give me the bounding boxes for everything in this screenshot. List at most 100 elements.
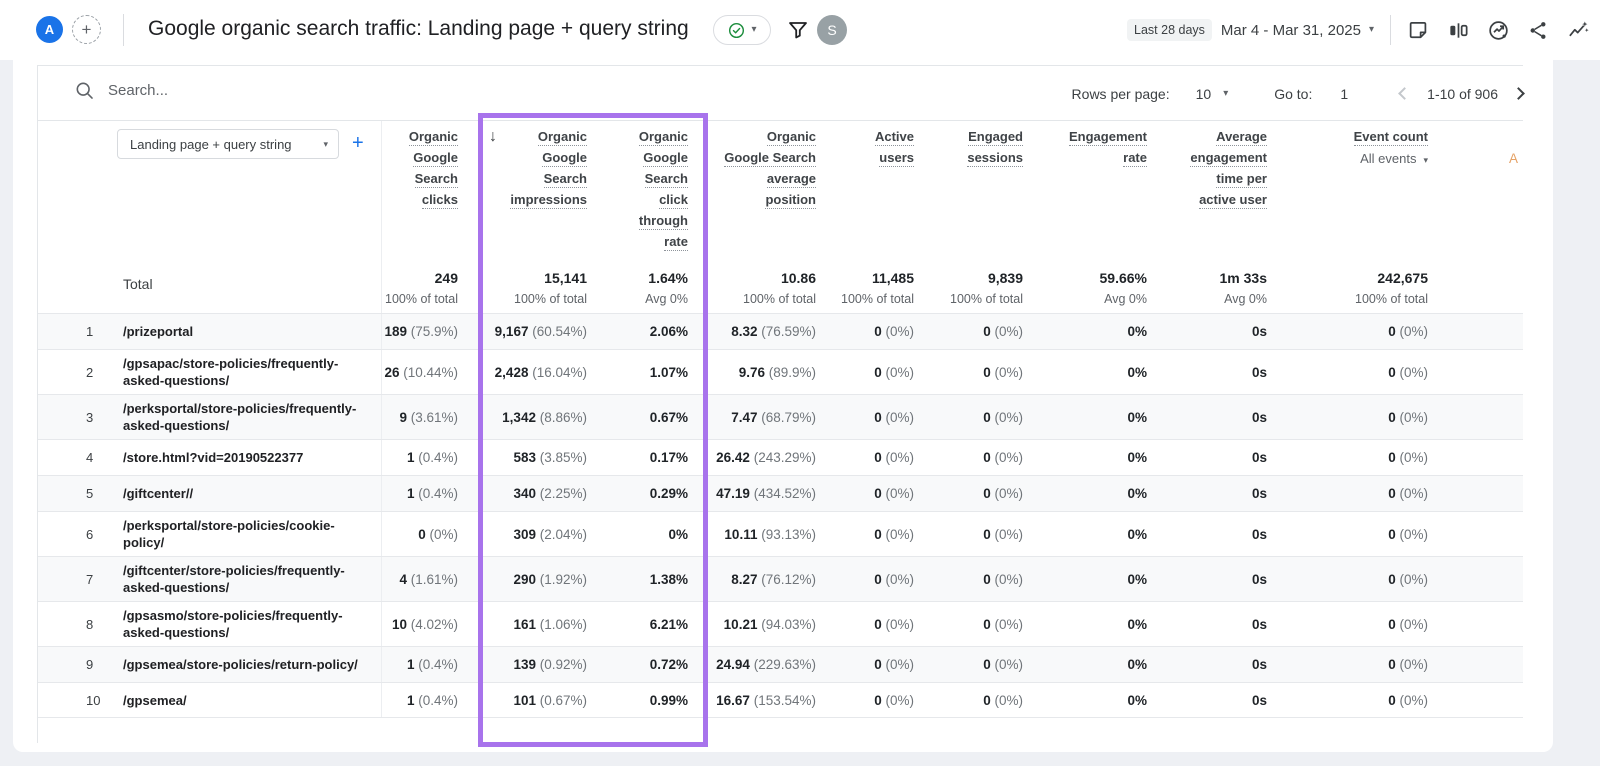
metric-percent: (0.4%) (414, 657, 458, 672)
metric-percent: (0%) (425, 526, 458, 542)
column-header-label: position (765, 192, 816, 209)
metric-value: 10.11 (724, 526, 758, 542)
metric-cell: 0 (0%) (1287, 446, 1448, 469)
metric-cell: 1 (0.4%) (381, 689, 478, 712)
table-row[interactable]: 10/gpsemea/1 (0.4%) 101 (0.67%) 0.99% 16.67… (38, 682, 1523, 718)
column-header-organic-google-search-average-position[interactable]: Organic Google Search average position (708, 121, 836, 259)
row-number: 3 (86, 409, 94, 425)
chevron-down-icon[interactable]: ▾ (1368, 24, 1374, 35)
ab-compare-icon[interactable] (1447, 19, 1470, 42)
metric-cell: 0 (0%) (836, 446, 934, 469)
metric-value: 16.67 (716, 692, 750, 708)
metric-value: 0% (1127, 324, 1147, 339)
metric-value: 0s (1251, 692, 1267, 708)
column-header-organic-google-search-click-through-rate[interactable]: Organic Google Search click through rate (607, 121, 708, 259)
chevron-down-icon[interactable]: ▾ (1223, 87, 1229, 99)
insights-icon[interactable] (1487, 19, 1510, 42)
metric-cell: 0s (1167, 653, 1287, 676)
column-header-label: impressions (510, 192, 587, 209)
column-header-organic-google-search-impressions[interactable]: ↓ Organic Google Search impressions (478, 121, 607, 259)
total-subtext: 100% of total (1355, 292, 1428, 306)
row-number: 9 (86, 657, 94, 672)
metric-cell: 0 (0%) (934, 406, 1043, 429)
total-value: 10.86 (780, 270, 816, 286)
add-dimension-button[interactable]: + (352, 132, 364, 154)
metric-value: 1 (406, 450, 415, 465)
column-header-label: Event count (1353, 129, 1428, 146)
dimension-selector[interactable]: Landing page + query string ▾ (117, 129, 339, 159)
total-subtext: Avg 0% (1224, 292, 1267, 306)
date-range-label[interactable]: Mar 4 - Mar 31, 2025 (1220, 21, 1361, 39)
table-row[interactable]: 8/gpsasmo/store-policies/frequently-aske… (38, 601, 1523, 646)
add-workspace-button[interactable]: + (72, 15, 101, 44)
metric-value: 0 (1388, 409, 1396, 425)
table-row[interactable]: 3/perksportal/store-policies/frequently-… (38, 394, 1523, 439)
filter-button[interactable] (786, 18, 810, 42)
page-title: Google organic search traffic: Landing p… (148, 17, 689, 40)
column-header-event-count[interactable]: Event count All events ▾ (1287, 121, 1448, 259)
table-row[interactable]: 6/perksportal/store-policies/cookie-poli… (38, 511, 1523, 556)
metric-value: 0 (874, 616, 882, 632)
metric-percent: (0%) (881, 324, 914, 339)
table-body: 1/prizeportal 189 (75.9%) 9,167 (60.54%) 2.… (38, 313, 1523, 718)
share-icon[interactable] (1527, 19, 1550, 42)
metric-cell: 0% (607, 523, 708, 546)
metric-percent: (0%) (1395, 364, 1428, 380)
sparkline-insights-icon[interactable] (1567, 19, 1590, 42)
metric-cell: 0.29% (607, 482, 708, 505)
metric-percent: (93.13%) (757, 526, 816, 542)
metric-percent: (94.03%) (757, 616, 816, 632)
metric-value: 0.99% (649, 692, 688, 708)
table-row[interactable]: 4/store.html?vid=20190522377 1 (0.4%) 583 … (38, 439, 1523, 475)
metric-value: 0% (1127, 616, 1147, 632)
metric-value: 0 (874, 324, 882, 339)
metric-value: 0% (1127, 692, 1147, 708)
rows-per-page-label: Rows per page: (1071, 85, 1170, 102)
event-count-metric-dropdown[interactable]: All events ▾ (1360, 151, 1428, 166)
rows-per-page-value[interactable]: 10 (1195, 85, 1212, 102)
column-header-organic-google-search-clicks[interactable]: Organic Google Search clicks (381, 121, 478, 259)
metric-percent: (153.54%) (749, 692, 816, 708)
column-header-label: clicks (421, 192, 458, 209)
table-row[interactable]: 9/gpsemea/store-policies/return-policy/1… (38, 646, 1523, 682)
metric-percent: (0.4%) (414, 692, 458, 708)
column-header-engagement-rate[interactable]: Engagement rate (1043, 121, 1167, 259)
metric-cell: 0 (0%) (836, 568, 934, 591)
metric-value: 0 (874, 657, 882, 672)
column-header-engaged-sessions[interactable]: Engaged sessions (934, 121, 1043, 259)
row-number: 4 (86, 450, 94, 465)
metric-percent: (2.04%) (535, 526, 587, 542)
landing-page-cell: /store.html?vid=20190522377 (123, 450, 304, 465)
partial-next-column: A (1509, 151, 1519, 166)
metric-cell: 0 (0%) (1287, 613, 1448, 636)
metric-value: 1,342 (502, 409, 536, 425)
metric-value: 0 (874, 364, 882, 380)
report-status-badge[interactable]: ▾ (713, 15, 771, 45)
user-avatar[interactable]: S (817, 15, 847, 45)
metric-value: 0.67% (649, 409, 688, 425)
table-row[interactable]: 7/giftcenter/store-policies/frequently-a… (38, 556, 1523, 601)
search-input[interactable] (108, 82, 368, 99)
table-row[interactable]: 5/giftcenter//1 (0.4%) 340 (2.25%) 0.29% 47… (38, 475, 1523, 511)
metric-value: 26.42 (716, 450, 750, 465)
workspace-avatar[interactable]: A (36, 16, 63, 43)
metric-percent: (0%) (990, 486, 1023, 501)
go-to-input[interactable]: 1 (1340, 85, 1349, 102)
metric-percent: (0.67%) (535, 692, 587, 708)
column-header-active-users[interactable]: Active users (836, 121, 934, 259)
metric-value: 0 (983, 486, 991, 501)
metric-cell: 1,342 (8.86%) (478, 406, 607, 429)
chevron-right-icon[interactable] (1512, 87, 1525, 100)
column-header-label: Search (414, 171, 458, 188)
metric-percent: (16.04%) (528, 364, 587, 380)
metric-cell: 0 (0%) (836, 406, 934, 429)
table-row[interactable]: 1/prizeportal 189 (75.9%) 9,167 (60.54%) 2.… (38, 313, 1523, 349)
table-row[interactable]: 2/gpsapac/store-policies/frequently-aske… (38, 349, 1523, 394)
column-header-label: Organic (638, 129, 688, 146)
metric-percent: (0%) (1395, 526, 1428, 542)
note-icon[interactable] (1407, 19, 1430, 42)
metric-value: 0 (1388, 616, 1396, 632)
metric-value: 0% (668, 526, 688, 542)
metric-value: 0% (1127, 486, 1147, 501)
column-header-average-engagement-time-per-active-user[interactable]: Average engagement time per active user (1167, 121, 1287, 259)
